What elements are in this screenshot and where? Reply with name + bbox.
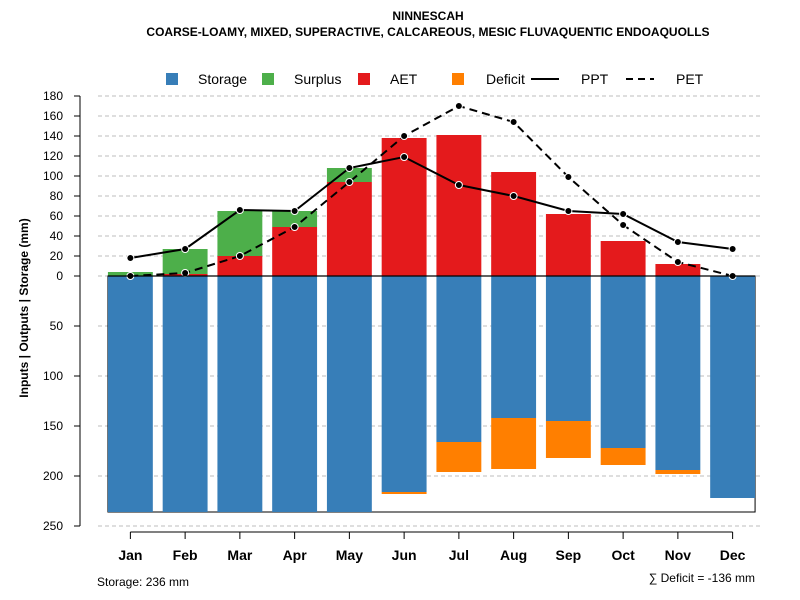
pet-point bbox=[235, 252, 244, 260]
ppt-point bbox=[509, 192, 518, 200]
pet-point bbox=[345, 178, 354, 186]
pet-point bbox=[454, 102, 463, 110]
legend-swatch bbox=[358, 73, 370, 85]
ppt-point bbox=[235, 206, 244, 214]
storage-bar bbox=[436, 276, 482, 442]
aet-bar bbox=[491, 172, 537, 276]
x-tick-label: Sep bbox=[556, 547, 582, 563]
storage-bar bbox=[217, 276, 263, 512]
x-tick-label: Nov bbox=[665, 547, 692, 563]
legend-swatch bbox=[262, 73, 274, 85]
aet-bar bbox=[436, 135, 482, 276]
y-tick-label: 50 bbox=[50, 319, 64, 333]
ppt-point bbox=[454, 181, 463, 189]
aet-bar bbox=[545, 214, 591, 276]
x-tick-label: Feb bbox=[173, 547, 198, 563]
x-tick-label: Dec bbox=[720, 547, 746, 563]
pet-point bbox=[673, 258, 682, 266]
aet-bar bbox=[600, 241, 646, 276]
ppt-point bbox=[728, 245, 737, 253]
chart-title: NINNESCAH bbox=[392, 9, 463, 23]
ppt-point bbox=[673, 238, 682, 246]
chart-gridlines bbox=[98, 95, 760, 527]
pet-point bbox=[564, 173, 573, 181]
legend-label: Storage bbox=[198, 71, 247, 87]
chart-bars bbox=[107, 135, 756, 512]
ppt-line bbox=[130, 155, 733, 259]
y-tick-label: 40 bbox=[50, 229, 64, 243]
y-tick-label: 100 bbox=[43, 169, 63, 183]
legend-label: Surplus bbox=[294, 71, 341, 87]
y-tick-label: 150 bbox=[43, 419, 63, 433]
ppt-point bbox=[345, 164, 354, 172]
storage-bar bbox=[600, 276, 646, 448]
y-tick-label: 60 bbox=[50, 209, 64, 223]
x-tick-label: Apr bbox=[283, 547, 308, 563]
y-tick-label: 120 bbox=[43, 149, 63, 163]
legend-label: Deficit bbox=[486, 71, 525, 87]
pet-point bbox=[509, 118, 518, 126]
y-tick-label: 250 bbox=[43, 519, 63, 533]
x-tick-label: Jul bbox=[449, 547, 469, 563]
ppt-point bbox=[290, 207, 299, 215]
chart-subtitle: COARSE-LOAMY, MIXED, SUPERACTIVE, CALCAR… bbox=[146, 25, 709, 39]
storage-bar bbox=[491, 276, 537, 418]
deficit-bar bbox=[491, 418, 537, 469]
chart-lines bbox=[126, 102, 737, 280]
y-axis-label: Inputs | Outputs | Storage (mm) bbox=[17, 218, 31, 397]
deficit-bar bbox=[600, 448, 646, 465]
aet-bar bbox=[655, 264, 701, 276]
x-tick-label: Aug bbox=[500, 547, 527, 563]
y-tick-label: 0 bbox=[56, 269, 63, 283]
storage-bar bbox=[381, 276, 427, 492]
pet-point bbox=[290, 223, 299, 231]
storage-bar bbox=[272, 276, 318, 512]
legend-swatch bbox=[166, 73, 178, 85]
chart-legend: Storage Surplus AET Deficit PPT PET bbox=[166, 71, 704, 87]
ppt-point bbox=[564, 207, 573, 215]
deficit-bar bbox=[545, 421, 591, 458]
surplus-bar bbox=[217, 211, 263, 256]
storage-bar bbox=[710, 276, 756, 498]
footer-deficit: ∑ Deficit = -136 mm bbox=[649, 571, 755, 585]
pet-point bbox=[619, 221, 628, 229]
x-tick-label: Oct bbox=[611, 547, 635, 563]
deficit-bar bbox=[436, 442, 482, 472]
storage-bar bbox=[655, 276, 701, 470]
chart-axes: 18016014012010080604020050100150200250Ja… bbox=[43, 89, 756, 563]
legend-swatch bbox=[452, 73, 464, 85]
y-tick-label: 160 bbox=[43, 109, 63, 123]
footer-storage: Storage: 236 mm bbox=[97, 575, 189, 589]
y-tick-label: 140 bbox=[43, 129, 63, 143]
legend-label: AET bbox=[390, 71, 418, 87]
x-tick-label: Jun bbox=[392, 547, 417, 563]
storage-bar bbox=[107, 276, 153, 512]
deficit-bar bbox=[381, 492, 427, 494]
legend-label: PPT bbox=[581, 71, 609, 87]
aet-bar bbox=[217, 256, 263, 276]
ppt-point bbox=[400, 153, 409, 161]
storage-bar bbox=[326, 276, 372, 512]
y-tick-label: 200 bbox=[43, 469, 63, 483]
ppt-point bbox=[126, 254, 135, 262]
ppt-point bbox=[619, 210, 628, 218]
aet-bar bbox=[326, 182, 372, 276]
x-tick-label: Mar bbox=[227, 547, 252, 563]
surplus-bar bbox=[272, 211, 318, 227]
deficit-bar bbox=[655, 470, 701, 474]
pet-point bbox=[400, 132, 409, 140]
x-tick-label: Jan bbox=[118, 547, 142, 563]
y-tick-label: 20 bbox=[50, 249, 64, 263]
y-tick-label: 180 bbox=[43, 89, 63, 103]
x-tick-label: May bbox=[336, 547, 363, 563]
ppt-point bbox=[181, 245, 190, 253]
legend-label: PET bbox=[676, 71, 704, 87]
storage-bar bbox=[545, 276, 591, 421]
y-tick-label: 80 bbox=[50, 189, 64, 203]
storage-bar bbox=[162, 276, 208, 512]
y-tick-label: 100 bbox=[43, 369, 63, 383]
